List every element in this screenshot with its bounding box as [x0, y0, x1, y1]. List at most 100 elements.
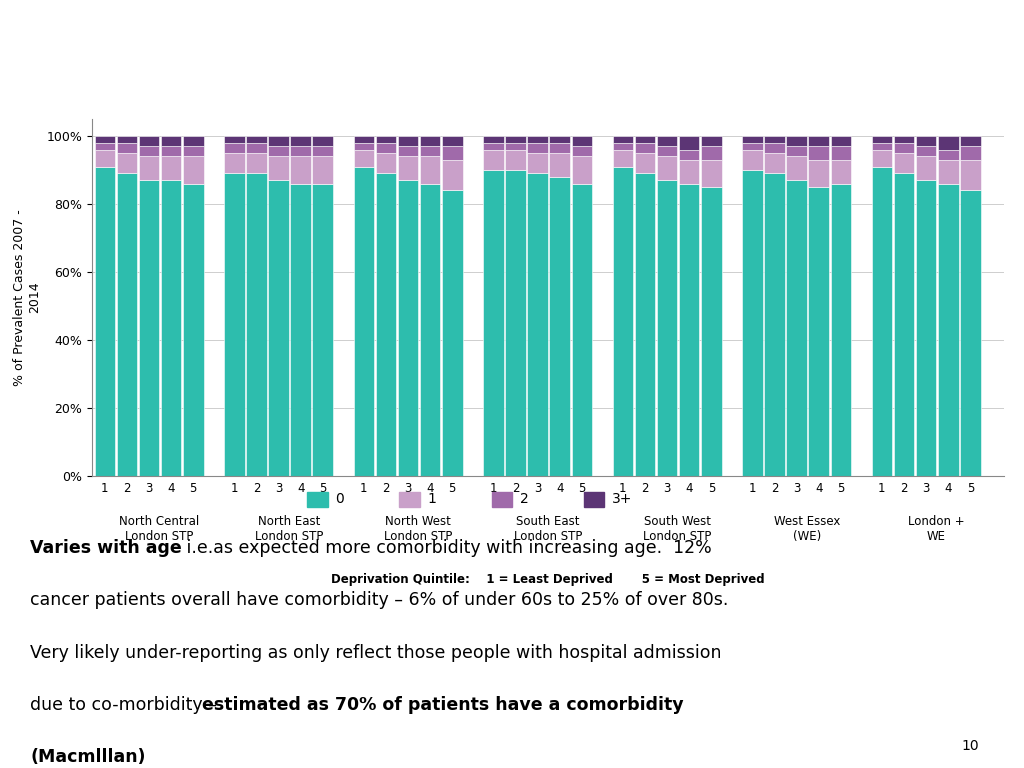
Bar: [291, 184, 311, 476]
Bar: [268, 157, 289, 180]
Bar: [527, 143, 548, 153]
Y-axis label: % of Prevalent Cases 2007 -
2014: % of Prevalent Cases 2007 - 2014: [13, 209, 41, 386]
Bar: [183, 157, 204, 184]
Bar: [764, 143, 784, 153]
Bar: [246, 174, 266, 476]
Bar: [139, 136, 160, 146]
Bar: [420, 146, 440, 157]
Bar: [94, 167, 115, 476]
Bar: [139, 157, 160, 180]
Text: 3+: 3+: [612, 492, 632, 506]
Bar: [353, 167, 374, 476]
Bar: [871, 136, 892, 143]
Bar: [961, 146, 981, 160]
Bar: [224, 153, 245, 174]
Bar: [442, 160, 463, 190]
Text: North Central
London STP: North Central London STP: [119, 515, 200, 543]
Bar: [584, 492, 604, 507]
Text: 2: 2: [520, 492, 528, 506]
Bar: [312, 136, 333, 146]
Bar: [291, 157, 311, 184]
Bar: [961, 160, 981, 190]
Bar: [442, 136, 463, 146]
Bar: [268, 180, 289, 476]
Bar: [312, 184, 333, 476]
Bar: [353, 136, 374, 143]
Bar: [656, 157, 677, 180]
Bar: [117, 153, 137, 174]
Bar: [550, 177, 570, 476]
Bar: [224, 136, 245, 143]
Bar: [701, 160, 722, 187]
Bar: [571, 157, 592, 184]
Bar: [571, 136, 592, 146]
Bar: [117, 174, 137, 476]
Bar: [139, 180, 160, 476]
Bar: [161, 136, 181, 146]
Text: 10: 10: [962, 739, 979, 753]
Bar: [894, 174, 914, 476]
Text: 0: 0: [336, 492, 344, 506]
Text: due to co-morbidity –: due to co-morbidity –: [31, 696, 217, 714]
Bar: [786, 180, 807, 476]
Bar: [505, 143, 525, 150]
Bar: [420, 157, 440, 184]
Text: Varies with age: Varies with age: [31, 539, 182, 557]
Bar: [612, 150, 633, 167]
Bar: [183, 146, 204, 157]
Bar: [550, 153, 570, 177]
Bar: [894, 136, 914, 143]
Bar: [938, 150, 958, 160]
Bar: [246, 136, 266, 143]
Bar: [871, 150, 892, 167]
Bar: [268, 146, 289, 157]
Bar: [938, 184, 958, 476]
Text: Deprivation Quintile:    1 = Least Deprived       5 = Most Deprived: Deprivation Quintile: 1 = Least Deprived…: [331, 574, 765, 587]
Text: North West
London STP: North West London STP: [384, 515, 453, 543]
Text: Very likely under-reporting as only reflect those people with hospital admission: Very likely under-reporting as only refl…: [31, 644, 722, 662]
Bar: [94, 136, 115, 143]
Bar: [483, 170, 504, 476]
Bar: [183, 136, 204, 146]
Bar: [312, 157, 333, 184]
Bar: [397, 180, 419, 476]
Bar: [742, 136, 763, 143]
Bar: [246, 153, 266, 174]
Bar: [376, 153, 396, 174]
Text: What should the pathway look like?–co-: What should the pathway look like?–co-: [35, 32, 562, 56]
Bar: [397, 146, 419, 157]
Bar: [742, 170, 763, 476]
Bar: [786, 146, 807, 157]
Bar: [505, 136, 525, 143]
Bar: [94, 150, 115, 167]
Bar: [94, 143, 115, 150]
Bar: [915, 157, 936, 180]
Bar: [656, 180, 677, 476]
Bar: [442, 190, 463, 476]
Bar: [894, 143, 914, 153]
Bar: [353, 143, 374, 150]
Bar: [635, 143, 655, 153]
Bar: [656, 146, 677, 157]
Bar: [635, 136, 655, 143]
Bar: [420, 136, 440, 146]
Bar: [701, 187, 722, 476]
Bar: [291, 146, 311, 157]
Bar: [420, 184, 440, 476]
Bar: [961, 136, 981, 146]
Bar: [527, 136, 548, 143]
Bar: [786, 136, 807, 146]
Text: cancer patients overall have comorbidity – 6% of under 60s to 25% of over 80s.: cancer patients overall have comorbidity…: [31, 591, 729, 609]
Bar: [492, 492, 512, 507]
Bar: [527, 174, 548, 476]
Bar: [571, 184, 592, 476]
Bar: [376, 174, 396, 476]
Bar: [915, 136, 936, 146]
Bar: [915, 180, 936, 476]
Bar: [809, 136, 829, 146]
Bar: [268, 136, 289, 146]
Bar: [871, 143, 892, 150]
Bar: [117, 136, 137, 143]
Bar: [397, 136, 419, 146]
Text: West Essex
(WE): West Essex (WE): [774, 515, 840, 543]
